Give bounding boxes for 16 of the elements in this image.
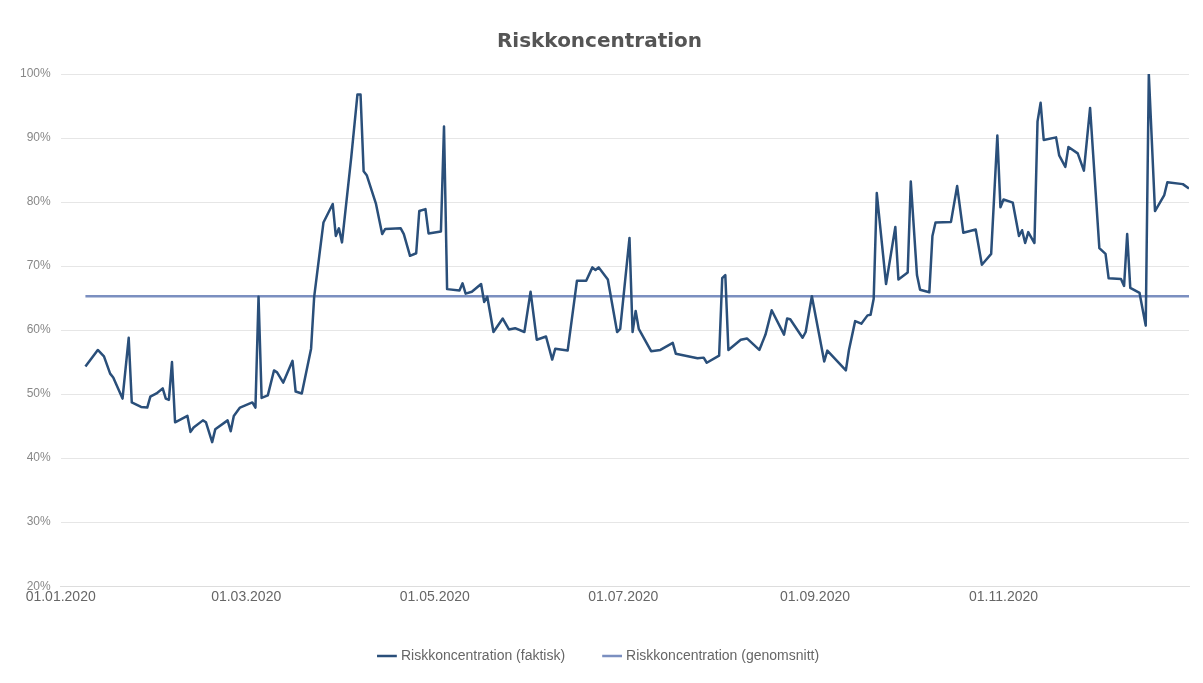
legend-label: Riskkoncentration (faktisk) xyxy=(400,646,566,663)
x-tick-label: 01.09.2020 xyxy=(779,588,851,605)
y-tick-label: 50% xyxy=(26,386,52,401)
y-tick-label: 90% xyxy=(26,130,52,145)
x-tick-label: 01.05.2020 xyxy=(399,588,470,605)
y-tick-label: 70% xyxy=(26,258,52,273)
x-tick-label: 01.03.2020 xyxy=(211,588,282,605)
y-tick-label: 80% xyxy=(26,194,52,209)
y-tick-label: 30% xyxy=(26,514,52,529)
x-tick-label: 01.07.2020 xyxy=(588,588,659,605)
y-tick-label: 100% xyxy=(19,66,52,81)
x-tick-label: 01.11.2020 xyxy=(969,588,1039,605)
y-tick-label: 40% xyxy=(26,450,52,465)
y-tick-label: 60% xyxy=(26,322,52,337)
chart-title: Riskkoncentration xyxy=(496,28,703,53)
legend-label: Riskkoncentration (genomsnitt) xyxy=(626,646,820,663)
